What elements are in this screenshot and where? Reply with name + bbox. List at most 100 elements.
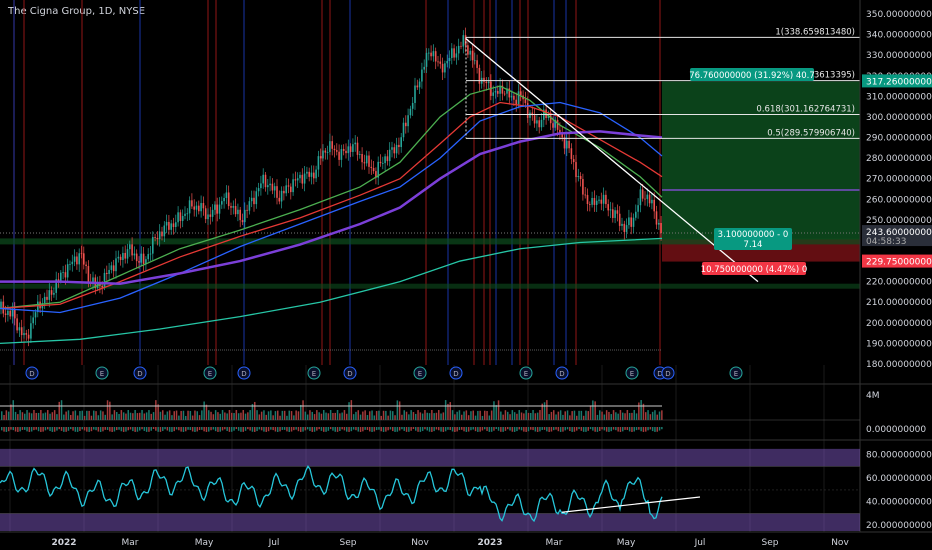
histogram-bar	[30, 427, 33, 432]
histogram-bar	[277, 427, 279, 432]
volume-bar	[185, 415, 187, 420]
volume-bar	[254, 401, 256, 420]
histogram-bar	[249, 427, 251, 431]
histogram-bar	[231, 427, 233, 432]
histogram-bar	[359, 427, 362, 432]
candle	[570, 148, 573, 160]
volume-bar	[237, 413, 240, 420]
candle	[478, 67, 481, 84]
volume-bar	[148, 410, 150, 420]
event-marker	[449, 366, 463, 380]
histogram-bar	[500, 427, 502, 432]
volume-bar	[380, 415, 382, 420]
histogram-bar	[369, 427, 371, 432]
candle	[269, 183, 271, 186]
histogram-bar	[415, 427, 417, 431]
volume-bar	[562, 414, 564, 420]
target-label: 76.760000000 (31.92%) 40.7	[689, 71, 815, 81]
histogram-bar	[90, 427, 93, 432]
candle	[237, 209, 239, 215]
histogram-bar	[254, 427, 256, 432]
volume-bar	[99, 410, 102, 420]
rsi-overbought-band	[0, 448, 860, 467]
histogram-bar	[461, 427, 463, 430]
volume-bar	[228, 410, 231, 420]
histogram-bar	[178, 427, 180, 431]
candle	[554, 119, 557, 128]
volume-bar	[350, 400, 353, 420]
histogram-bar	[412, 427, 415, 430]
candle	[80, 253, 83, 255]
volume-bar	[47, 410, 49, 420]
histogram-bar	[647, 427, 649, 431]
histogram-bar	[458, 427, 461, 431]
candle	[181, 215, 184, 221]
histogram-bar	[247, 427, 249, 430]
candle	[294, 179, 297, 181]
volume-bar	[608, 411, 610, 420]
candle	[145, 259, 147, 264]
histogram-bar	[417, 427, 419, 432]
volume-bar	[143, 413, 146, 420]
volume-bar	[444, 400, 447, 420]
histogram-bar	[40, 427, 42, 432]
volume-bar	[428, 413, 431, 420]
volume-bar	[247, 412, 249, 420]
candle	[503, 93, 506, 95]
histogram-bar	[171, 427, 173, 432]
candle	[393, 147, 396, 154]
volume-bar	[109, 401, 111, 420]
histogram-bar	[93, 427, 95, 430]
volume-bar	[477, 410, 479, 420]
volume-bar	[610, 414, 612, 420]
histogram-bar	[26, 427, 28, 432]
candle	[607, 204, 609, 211]
histogram-bar	[357, 427, 359, 432]
histogram-bar	[562, 427, 564, 432]
candle	[241, 220, 244, 223]
volume-bar	[74, 410, 77, 420]
price-tick-label: 210.000000000	[866, 298, 932, 308]
histogram-bar	[336, 427, 339, 432]
volume-bar	[339, 413, 341, 420]
candle	[575, 162, 577, 178]
volume-bar	[504, 410, 507, 420]
volume-bar	[576, 415, 578, 420]
price-tick-label: 260.000000000	[866, 195, 932, 205]
volume-bar	[408, 414, 410, 420]
volume-bar	[152, 412, 155, 420]
candle	[34, 312, 37, 318]
candle	[149, 253, 152, 255]
candle	[326, 152, 329, 153]
event-marker-label: D	[347, 370, 352, 378]
histogram-bar	[212, 427, 215, 430]
candle	[223, 197, 225, 202]
candle	[175, 222, 177, 227]
candle	[400, 137, 402, 148]
volume-bar	[189, 410, 192, 420]
candle	[186, 213, 189, 215]
event-marker-label: E	[734, 370, 738, 378]
candle	[154, 237, 156, 238]
histogram-bar	[479, 427, 481, 432]
volume-bar	[534, 413, 537, 420]
time-tick-label: Mar	[122, 538, 139, 548]
volume-bar	[401, 414, 403, 420]
volume-bar	[346, 413, 348, 420]
histogram-bar	[580, 427, 583, 431]
volume-bar	[493, 401, 495, 420]
volume-bar	[481, 415, 484, 420]
histogram-bar	[155, 427, 157, 431]
candle	[218, 204, 221, 214]
volume-bar	[304, 411, 307, 420]
histogram-bar	[70, 427, 72, 430]
histogram-bar	[221, 427, 224, 431]
candle	[161, 231, 163, 237]
histogram-bar	[224, 427, 226, 430]
volume-bar	[19, 410, 21, 420]
histogram-bar	[392, 427, 394, 432]
volume-bar	[306, 414, 309, 420]
histogram-bar	[288, 427, 290, 432]
moving-average-line	[0, 101, 663, 314]
